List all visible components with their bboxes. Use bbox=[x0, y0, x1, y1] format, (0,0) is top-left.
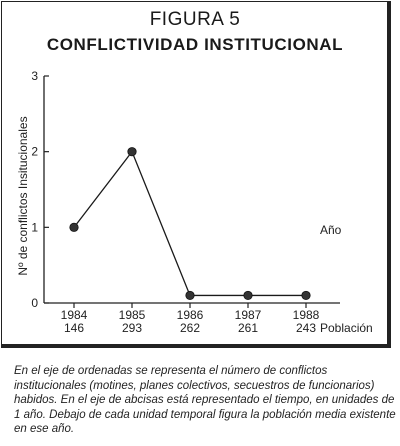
chart-marks bbox=[69, 147, 311, 301]
figure-label: FIGURA 5 bbox=[149, 9, 241, 30]
population-label: 293 bbox=[122, 321, 142, 335]
population-label: 261 bbox=[238, 321, 258, 335]
x-tick-label: 1987 bbox=[235, 308, 262, 322]
data-point bbox=[185, 290, 195, 301]
x-axis-label: Año bbox=[320, 223, 342, 237]
y-tick-label: 1 bbox=[31, 220, 38, 234]
data-point bbox=[127, 147, 137, 157]
y-tick-label: 2 bbox=[31, 145, 38, 159]
x-tick-label: 1986 bbox=[177, 308, 204, 322]
data-point bbox=[69, 222, 79, 232]
y-tick-label: 0 bbox=[31, 296, 38, 310]
figure-frame bbox=[1, 1, 391, 348]
data-point bbox=[243, 290, 253, 301]
population-label: 243 bbox=[296, 321, 316, 335]
y-axis-label: Nº de conflictos Insitucionales bbox=[16, 116, 30, 275]
x-tick-label: 1984 bbox=[61, 308, 88, 322]
series-line bbox=[73, 150, 306, 297]
population-label: 262 bbox=[180, 321, 200, 335]
data-point bbox=[301, 290, 311, 301]
x-secondary-label: Población bbox=[320, 321, 373, 335]
figure-caption: En el eje de ordenadas se representa el … bbox=[14, 365, 396, 436]
population-label: 146 bbox=[64, 321, 84, 335]
x-tick-label: 1988 bbox=[293, 308, 320, 322]
chart-title: CONFLICTIVIDAD INSTITUCIONAL bbox=[46, 35, 344, 54]
y-tick-label: 3 bbox=[31, 69, 38, 83]
x-tick-label: 1985 bbox=[119, 308, 146, 322]
